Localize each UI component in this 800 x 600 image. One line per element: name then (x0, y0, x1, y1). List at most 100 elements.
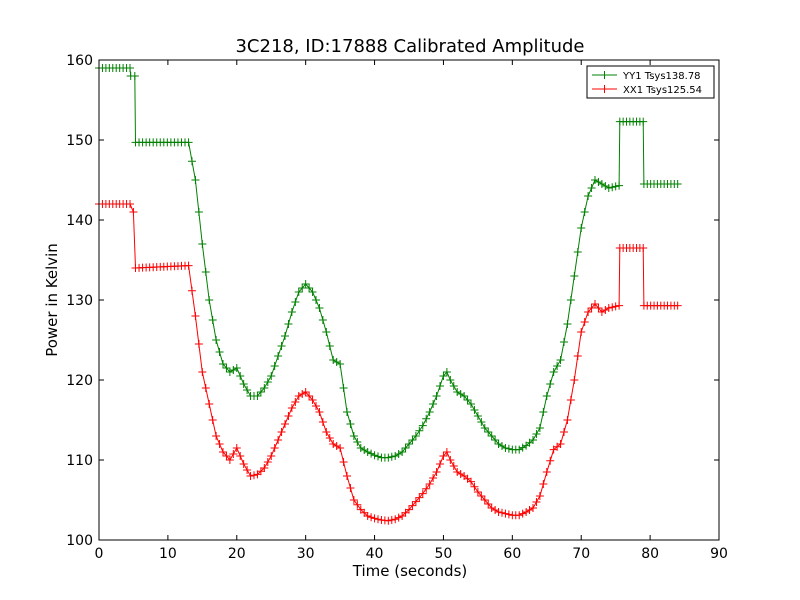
data-point (532, 498, 541, 506)
data-point (363, 512, 372, 520)
data-point (601, 182, 610, 190)
data-point (353, 500, 362, 509)
data-point (608, 303, 617, 312)
data-point (442, 448, 451, 456)
x-tick-label: 90 (710, 546, 728, 562)
data-point (222, 452, 231, 460)
data-point (191, 176, 200, 184)
data-point (611, 302, 620, 311)
data-point (446, 456, 455, 464)
data-point (201, 268, 210, 276)
data-point (529, 436, 537, 444)
data-point (401, 508, 410, 517)
data-point (549, 368, 558, 376)
data-point (277, 428, 286, 436)
data-point (208, 416, 217, 424)
data-point (411, 432, 420, 440)
data-point (498, 442, 506, 450)
data-point (239, 380, 248, 388)
data-point (201, 384, 210, 392)
data-point (473, 488, 482, 496)
data-point (535, 424, 544, 432)
data-point (384, 516, 393, 525)
data-point (374, 515, 382, 524)
data-point (394, 513, 403, 522)
data-point (263, 378, 272, 386)
data-point (360, 508, 369, 517)
data-point (346, 420, 355, 428)
data-point (487, 504, 496, 512)
data-point (394, 450, 403, 458)
data-point (449, 462, 458, 470)
data-point (477, 418, 486, 426)
data-point (480, 496, 489, 504)
data-point (243, 466, 252, 474)
data-point (287, 404, 296, 412)
data-point (130, 72, 139, 80)
data-point (232, 364, 241, 372)
data-point (611, 182, 620, 191)
data-point (284, 320, 293, 328)
data-point (415, 493, 424, 502)
y-tick-label: 140 (66, 213, 93, 229)
data-point (487, 432, 496, 440)
data-point (525, 506, 534, 514)
data-point (539, 408, 548, 416)
data-point (191, 312, 200, 320)
data-point (473, 412, 482, 420)
data-point (577, 224, 586, 232)
data-point (615, 181, 624, 190)
data-point (608, 183, 617, 192)
data-point (188, 157, 196, 166)
data-point (463, 396, 472, 404)
data-point (418, 489, 427, 498)
data-point (246, 472, 255, 480)
x-tick-label: 60 (503, 546, 521, 562)
data-point (308, 396, 317, 404)
data-point (573, 352, 582, 360)
data-point (287, 308, 296, 316)
data-point (129, 208, 138, 216)
data-point (291, 398, 300, 406)
data-point (188, 286, 196, 295)
data-point (325, 434, 334, 442)
data-point (256, 467, 265, 476)
data-point (546, 456, 555, 465)
chart-title: 3C218, ID:17888 Calibrated Amplitude (235, 36, 584, 57)
data-point (370, 514, 379, 523)
data-point (563, 320, 572, 328)
data-point (239, 460, 248, 468)
data-point (253, 392, 262, 400)
data-point (494, 440, 503, 448)
data-point (411, 497, 420, 506)
data-point (467, 400, 475, 408)
data-point (212, 336, 221, 344)
data-point (343, 408, 351, 416)
y-tick-label: 120 (66, 373, 93, 389)
data-point (281, 332, 289, 340)
data-point (250, 471, 258, 480)
data-point (243, 386, 252, 394)
data-point (360, 446, 369, 454)
data-point (673, 301, 682, 310)
data-point (429, 400, 438, 408)
data-point (436, 460, 444, 468)
data-point (301, 280, 310, 288)
data-point (584, 308, 593, 316)
data-point (270, 444, 279, 452)
data-point (205, 296, 214, 304)
data-point (563, 416, 572, 424)
data-point (604, 184, 613, 192)
data-point (318, 418, 327, 426)
data-point (301, 388, 310, 396)
data-point (532, 430, 541, 438)
data-point (449, 382, 458, 390)
data-point (566, 296, 575, 304)
x-axis-label: Time (seconds) (352, 562, 468, 580)
data-point (498, 508, 506, 517)
data-point (560, 428, 568, 436)
data-point (267, 452, 276, 460)
data-point (425, 480, 434, 488)
